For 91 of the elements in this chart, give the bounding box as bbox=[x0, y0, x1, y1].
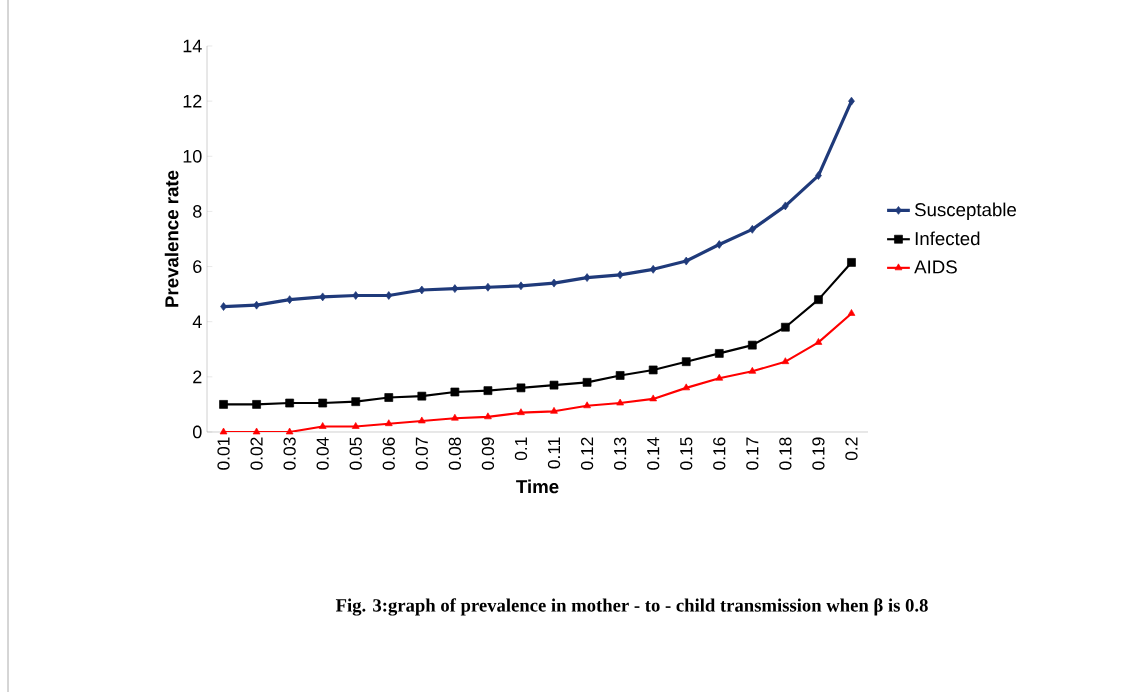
point bbox=[351, 397, 361, 406]
point bbox=[550, 406, 558, 414]
x-tick-label: 0.18 bbox=[779, 437, 792, 470]
x-tick-label: 0.04 bbox=[316, 437, 329, 470]
point bbox=[781, 322, 790, 332]
point bbox=[484, 282, 492, 292]
point bbox=[451, 413, 459, 421]
point bbox=[616, 270, 624, 280]
point bbox=[252, 400, 261, 409]
point bbox=[550, 278, 558, 288]
x-tick-label: 0.14 bbox=[647, 437, 660, 470]
point bbox=[252, 427, 261, 435]
point bbox=[219, 427, 228, 435]
point bbox=[848, 96, 855, 106]
point bbox=[285, 427, 294, 435]
x-tick-label: 0.06 bbox=[382, 437, 395, 470]
x-tick-label: 0.07 bbox=[415, 437, 428, 470]
point bbox=[649, 394, 657, 402]
x-tick-label: 0.03 bbox=[283, 437, 296, 470]
point bbox=[517, 408, 525, 416]
point bbox=[715, 240, 723, 249]
point bbox=[549, 380, 559, 390]
point bbox=[748, 366, 757, 374]
point bbox=[615, 371, 625, 380]
x-tick-label: 0.08 bbox=[448, 437, 462, 470]
point bbox=[517, 281, 525, 291]
point bbox=[385, 291, 393, 300]
point bbox=[715, 373, 724, 381]
point bbox=[747, 340, 757, 350]
point bbox=[681, 357, 691, 367]
point bbox=[450, 387, 460, 397]
x-tick-label: 0.05 bbox=[349, 437, 362, 470]
y-axis-title: Prevalence rate bbox=[164, 170, 179, 307]
point bbox=[384, 393, 394, 402]
point bbox=[253, 300, 260, 310]
legend-label: AIDS bbox=[914, 260, 957, 274]
point bbox=[714, 349, 724, 358]
point bbox=[815, 171, 822, 180]
point bbox=[318, 422, 327, 429]
point bbox=[286, 295, 293, 304]
y-tick-label: 10 bbox=[183, 149, 202, 163]
point bbox=[814, 295, 823, 304]
point bbox=[814, 338, 823, 345]
point bbox=[782, 201, 789, 211]
point bbox=[484, 412, 492, 420]
x-tick-label: 0.19 bbox=[812, 437, 825, 470]
y-tick-label: 0 bbox=[193, 425, 202, 439]
legend-label: Infected bbox=[915, 231, 980, 246]
point bbox=[648, 365, 658, 375]
y-tick-label: 2 bbox=[193, 370, 202, 384]
point bbox=[418, 416, 426, 424]
x-tick-label: 0.17 bbox=[746, 437, 759, 470]
x-tick-label: 0.16 bbox=[713, 437, 726, 470]
x-tick-label: 0.1 bbox=[514, 437, 528, 461]
x-tick-label: 0.2 bbox=[845, 437, 858, 461]
point bbox=[847, 309, 856, 316]
point bbox=[616, 398, 624, 406]
point bbox=[682, 256, 690, 266]
y-tick-label: 4 bbox=[192, 315, 202, 328]
point bbox=[583, 273, 591, 282]
point bbox=[285, 398, 294, 408]
y-tick-label: 12 bbox=[183, 94, 202, 108]
x-tick-label: 0.11 bbox=[547, 437, 561, 469]
x-tick-label: 0.02 bbox=[250, 437, 263, 470]
x-tick-label: 0.01 bbox=[217, 437, 230, 470]
caption: Fig. 3:graph of prevalence in mother - to - child transmission when β is 0.8 bbox=[335, 598, 928, 616]
y-tick-label: 14 bbox=[183, 39, 202, 53]
point bbox=[318, 398, 328, 408]
point bbox=[748, 225, 756, 234]
point bbox=[417, 391, 427, 401]
point bbox=[682, 383, 691, 391]
legend-label: Susceptable bbox=[914, 202, 1017, 221]
point bbox=[516, 383, 526, 393]
point bbox=[220, 302, 227, 311]
point bbox=[351, 422, 360, 429]
y-tick-label: 6 bbox=[193, 260, 202, 273]
x-axis-title: Time bbox=[516, 479, 559, 494]
x-tick-label: 0.13 bbox=[613, 437, 627, 470]
point bbox=[219, 400, 228, 409]
y-tick-label: 8 bbox=[193, 205, 202, 218]
x-tick-label: 0.09 bbox=[481, 437, 495, 470]
point bbox=[483, 386, 493, 395]
point bbox=[781, 357, 790, 365]
point bbox=[583, 401, 591, 409]
point bbox=[847, 258, 856, 267]
point bbox=[384, 419, 393, 427]
x-tick-label: 0.12 bbox=[580, 437, 594, 470]
point bbox=[582, 378, 592, 387]
point bbox=[418, 285, 426, 295]
x-tick-label: 0.15 bbox=[680, 437, 693, 470]
point bbox=[649, 264, 657, 274]
